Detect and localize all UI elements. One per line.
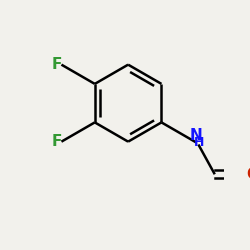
Text: F: F bbox=[52, 134, 62, 149]
Text: H: H bbox=[194, 136, 205, 148]
Text: N: N bbox=[190, 128, 203, 144]
Text: O: O bbox=[246, 167, 250, 182]
Text: F: F bbox=[52, 57, 62, 72]
